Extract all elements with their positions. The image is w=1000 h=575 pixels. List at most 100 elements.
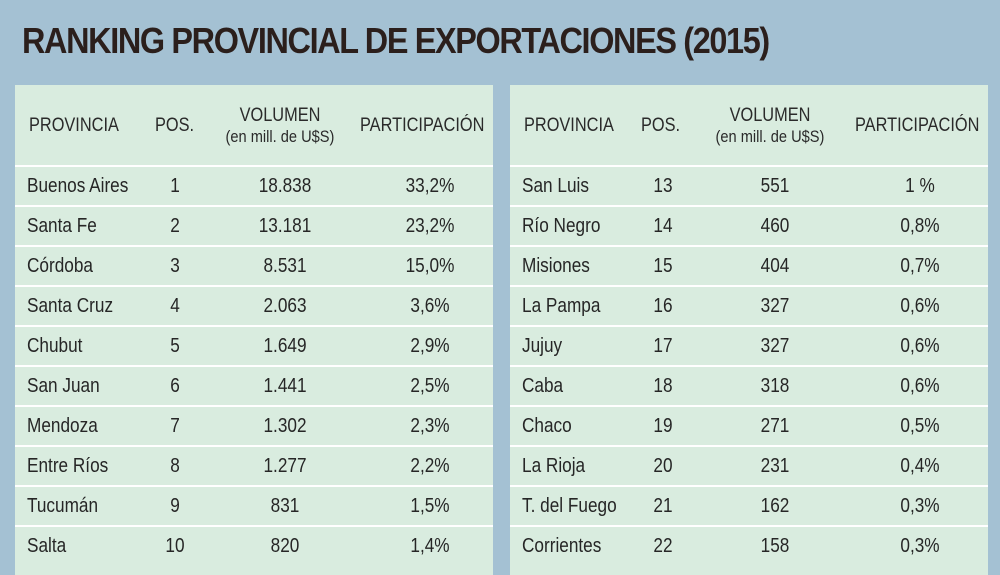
cell-volumen: 162 [760,495,790,517]
header-participacion: PARTICIPACIÓN [855,115,980,136]
cell-provincia: Buenos Aires [27,175,129,197]
header-pos: POS. [155,115,195,136]
cell-provincia: T. del Fuego [522,495,617,517]
cell-participacion: 0,6% [900,375,940,397]
cell-provincia: Chaco [522,415,572,437]
cell-pos: 19 [653,415,673,437]
table-row: Río Negro 14 460 0,8% [510,205,988,245]
cell-participacion: 23,2% [405,215,455,237]
table-header: PROVINCIA POS. VOLUMEN (en mill. de U$S)… [510,85,988,165]
table-row: La Rioja 20 231 0,4% [510,445,988,485]
cell-volumen: 13.181 [258,215,312,237]
cell-provincia: Jujuy [522,335,563,357]
cell-volumen: 551 [760,175,790,197]
header-volumen-title: VOLUMEN [729,105,811,126]
table-row: San Luis 13 551 1 % [510,165,988,205]
cell-pos: 5 [170,335,180,357]
cell-provincia: Entre Ríos [27,455,109,477]
cell-pos: 20 [653,455,673,477]
cell-participacion: 1 % [905,175,935,197]
cell-participacion: 0,7% [900,255,940,277]
cell-volumen: 8.531 [263,255,307,277]
cell-provincia: San Juan [27,375,100,397]
cell-participacion: 2,2% [410,455,450,477]
cell-provincia: Corrientes [522,535,602,557]
cell-pos: 21 [653,495,673,517]
cell-participacion: 0,6% [900,295,940,317]
cell-volumen: 318 [760,375,790,397]
cell-pos: 3 [170,255,180,277]
cell-pos: 22 [653,535,673,557]
table-row: Buenos Aires 1 18.838 33,2% [15,165,493,205]
cell-pos: 2 [170,215,180,237]
cell-participacion: 33,2% [405,175,455,197]
cell-provincia: Santa Cruz [27,295,114,317]
cell-pos: 16 [653,295,673,317]
cell-pos: 15 [653,255,673,277]
cell-volumen: 1.649 [263,335,307,357]
table-row: Tucumán 9 831 1,5% [15,485,493,525]
cell-provincia: Córdoba [27,255,93,277]
cell-pos: 17 [653,335,673,357]
header-volumen: VOLUMEN (en mill. de U$S) [701,105,839,147]
cell-pos: 1 [170,175,180,197]
cell-participacion: 2,5% [410,375,450,397]
cell-pos: 4 [170,295,180,317]
cell-volumen: 1.277 [263,455,307,477]
cell-volumen: 327 [760,295,790,317]
header-pos: POS. [641,115,681,136]
table-row: Mendoza 7 1.302 2,3% [15,405,493,445]
cell-participacion: 0,5% [900,415,940,437]
table-row: T. del Fuego 21 162 0,3% [510,485,988,525]
cell-pos: 9 [170,495,180,517]
cell-provincia: Chubut [27,335,83,357]
cell-volumen: 271 [760,415,790,437]
cell-participacion: 0,3% [900,495,940,517]
table-row: Chaco 19 271 0,5% [510,405,988,445]
cell-provincia: Caba [522,375,564,397]
table-row: Entre Ríos 8 1.277 2,2% [15,445,493,485]
cell-volumen: 2.063 [263,295,307,317]
cell-participacion: 0,4% [900,455,940,477]
cell-pos: 6 [170,375,180,397]
cell-provincia: Río Negro [522,215,601,237]
cell-volumen: 460 [760,215,790,237]
cell-volumen: 404 [760,255,790,277]
cell-provincia: Misiones [522,255,590,277]
cell-participacion: 3,6% [410,295,450,317]
cell-provincia: Tucumán [27,495,99,517]
header-provincia: PROVINCIA [524,115,614,136]
cell-volumen: 1.441 [263,375,307,397]
header-volumen: VOLUMEN (en mill. de U$S) [211,105,349,147]
page-title: RANKING PROVINCIAL DE EXPORTACIONES (201… [22,20,770,61]
cell-participacion: 2,9% [410,335,450,357]
cell-participacion: 1,4% [410,535,450,557]
table-row: Corrientes 22 158 0,3% [510,525,988,565]
cell-provincia: Mendoza [27,415,98,437]
cell-provincia: Santa Fe [27,215,97,237]
table-row: Chubut 5 1.649 2,9% [15,325,493,365]
cell-pos: 7 [170,415,180,437]
header-volumen-unit: (en mill. de U$S) [715,127,825,146]
table-body-right: San Luis 13 551 1 % Río Negro 14 460 0,8% Mision… [510,165,988,565]
table-row: Santa Fe 2 13.181 23,2% [15,205,493,245]
cell-pos: 14 [653,215,673,237]
cell-participacion: 2,3% [410,415,450,437]
cell-volumen: 18.838 [258,175,312,197]
cell-participacion: 0,3% [900,535,940,557]
cell-participacion: 15,0% [405,255,455,277]
table-body-left: Buenos Aires 1 18.838 33,2% Santa Fe 2 13.181 2… [15,165,493,565]
ranking-table-left: PROVINCIA POS. VOLUMEN (en mill. de U$S)… [15,85,493,575]
cell-pos: 8 [170,455,180,477]
table-row: Salta 10 820 1,4% [15,525,493,565]
table-row: Santa Cruz 4 2.063 3,6% [15,285,493,325]
header-volumen-title: VOLUMEN [239,105,321,126]
header-provincia: PROVINCIA [29,115,119,136]
table-row: Córdoba 3 8.531 15,0% [15,245,493,285]
table-header: PROVINCIA POS. VOLUMEN (en mill. de U$S)… [15,85,493,165]
table-row: Misiones 15 404 0,7% [510,245,988,285]
cell-volumen: 158 [760,535,790,557]
table-row: San Juan 6 1.441 2,5% [15,365,493,405]
table-row: La Pampa 16 327 0,6% [510,285,988,325]
cell-participacion: 0,6% [900,335,940,357]
